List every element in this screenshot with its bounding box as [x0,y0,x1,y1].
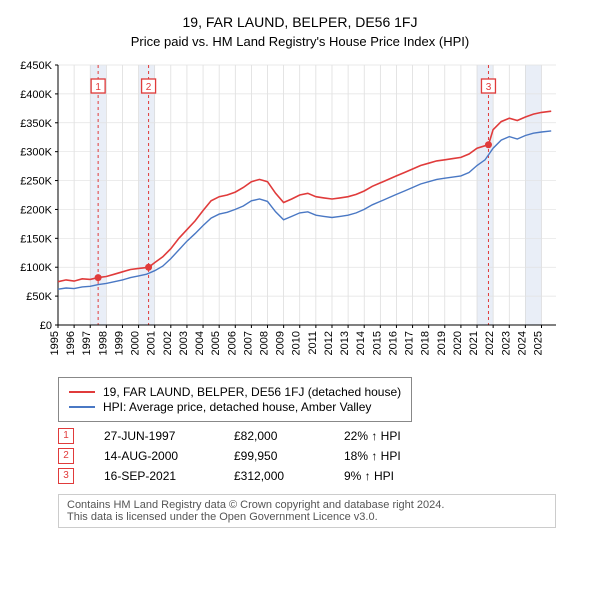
svg-text:2022: 2022 [484,331,496,355]
sale-marker-badge: 2 [58,448,74,464]
footnote-line: This data is licensed under the Open Gov… [67,511,547,523]
svg-text:1998: 1998 [97,331,109,355]
svg-text:2: 2 [146,82,152,93]
svg-text:2013: 2013 [339,331,351,355]
sale-diff-vs-hpi: 18% ↑ HPI [344,449,434,463]
legend-row: 19, FAR LAUND, BELPER, DE56 1FJ (detache… [69,385,401,399]
svg-text:£150K: £150K [20,233,52,245]
sale-row: 2 14-AUG-2000 £99,950 18% ↑ HPI [58,448,590,464]
sale-price: £82,000 [234,429,314,443]
sales-table: 1 27-JUN-1997 £82,000 22% ↑ HPI 2 14-AUG-2000… [58,428,590,484]
svg-text:2021: 2021 [468,331,480,355]
svg-text:2025: 2025 [532,331,544,355]
sale-row: 1 27-JUN-1997 £82,000 22% ↑ HPI [58,428,590,444]
svg-text:2007: 2007 [242,331,254,355]
legend-label: HPI: Average price, detached house, Ambe… [103,400,371,414]
svg-text:2024: 2024 [516,331,528,355]
sale-marker-badge: 3 [58,468,74,484]
svg-text:£450K: £450K [20,60,52,72]
legend-swatch [69,391,95,393]
svg-text:2006: 2006 [226,331,238,355]
line-chart: £0 £50K £100K £150K £200K £250K £300K £350K £400… [10,59,570,369]
sale-date: 16-SEP-2021 [104,469,204,483]
svg-text:2000: 2000 [130,331,142,355]
sale-diff-vs-hpi: 9% ↑ HPI [344,469,434,483]
legend-label: 19, FAR LAUND, BELPER, DE56 1FJ (detache… [103,385,401,399]
svg-text:£350K: £350K [20,118,52,130]
legend-swatch [69,406,95,408]
sale-price: £99,950 [234,449,314,463]
svg-text:2001: 2001 [146,331,158,355]
svg-text:2012: 2012 [323,331,335,355]
svg-text:2015: 2015 [371,331,383,355]
svg-text:2016: 2016 [387,331,399,355]
svg-text:£400K: £400K [20,89,52,101]
svg-text:1999: 1999 [113,331,125,355]
svg-text:2011: 2011 [307,331,319,355]
svg-text:3: 3 [486,82,492,93]
footnote-line: Contains HM Land Registry data © Crown c… [67,499,547,511]
svg-text:2003: 2003 [178,331,190,355]
attribution-footnote: Contains HM Land Registry data © Crown c… [58,494,556,528]
svg-text:1995: 1995 [49,331,61,355]
svg-text:2010: 2010 [291,331,303,355]
svg-text:1: 1 [95,82,101,93]
legend-row: HPI: Average price, detached house, Ambe… [69,400,401,414]
svg-text:£0: £0 [40,320,52,332]
svg-text:2004: 2004 [194,331,206,355]
svg-text:1996: 1996 [65,331,77,355]
svg-text:2017: 2017 [404,331,416,355]
svg-text:2023: 2023 [500,331,512,355]
chart-container: £0 £50K £100K £150K £200K £250K £300K £350K £400… [10,59,590,369]
svg-text:£250K: £250K [20,176,52,188]
svg-text:£200K: £200K [20,204,52,216]
sale-diff-vs-hpi: 22% ↑ HPI [344,429,434,443]
sale-marker-badge: 1 [58,428,74,444]
chart-subtitle: Price paid vs. HM Land Registry's House … [10,34,590,49]
svg-text:2018: 2018 [420,331,432,355]
sale-row: 3 16-SEP-2021 £312,000 9% ↑ HPI [58,468,590,484]
svg-text:£300K: £300K [20,147,52,159]
chart-title: 19, FAR LAUND, BELPER, DE56 1FJ [10,14,590,30]
svg-text:2008: 2008 [259,331,271,355]
sale-date: 14-AUG-2000 [104,449,204,463]
svg-text:2005: 2005 [210,331,222,355]
svg-text:2002: 2002 [162,331,174,355]
sale-price: £312,000 [234,469,314,483]
svg-text:£50K: £50K [26,291,52,303]
svg-text:£100K: £100K [20,262,52,274]
svg-text:2009: 2009 [275,331,287,355]
svg-text:2019: 2019 [436,331,448,355]
svg-text:1997: 1997 [81,331,93,355]
legend: 19, FAR LAUND, BELPER, DE56 1FJ (detache… [58,377,412,422]
svg-text:2020: 2020 [452,331,464,355]
sale-date: 27-JUN-1997 [104,429,204,443]
svg-text:2014: 2014 [355,331,367,355]
